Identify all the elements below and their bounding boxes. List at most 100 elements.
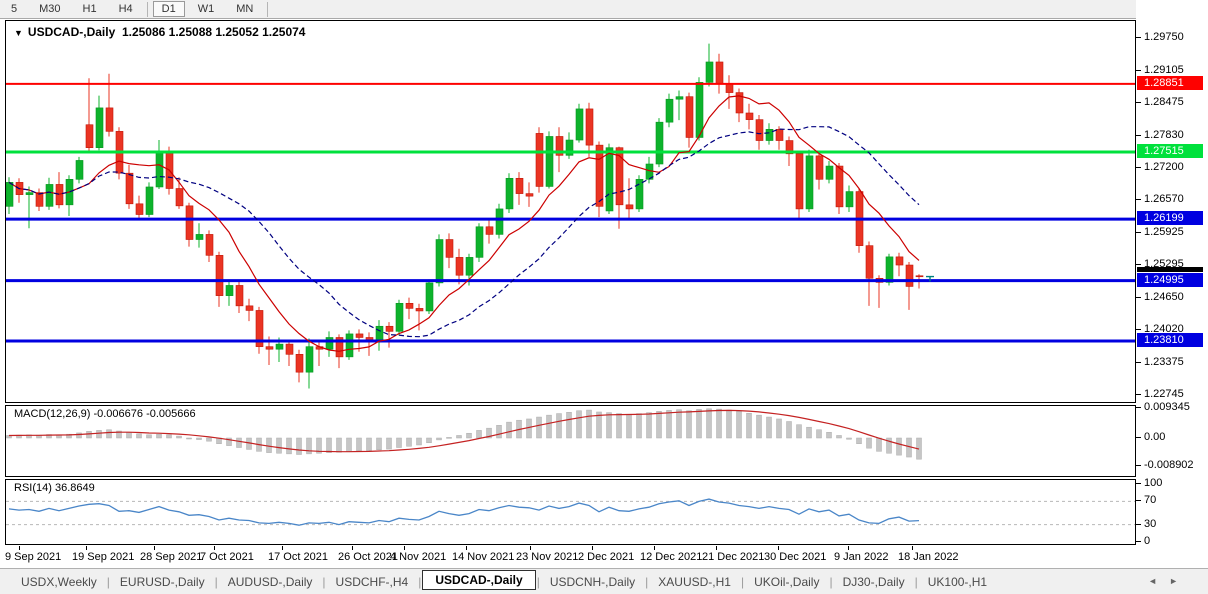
- macd-histogram-bar: [446, 437, 452, 439]
- tab-scroll-left-icon[interactable]: ◄: [1148, 576, 1170, 586]
- candle: [835, 162, 844, 215]
- tab-ukoil-daily[interactable]: UKOil-,Daily: [754, 574, 820, 589]
- macd-histogram-bar: [136, 433, 142, 439]
- macd-histogram-bar: [296, 437, 302, 455]
- macd-histogram-bar: [526, 418, 532, 439]
- candle: [65, 175, 74, 217]
- macd-histogram-bar: [656, 411, 662, 439]
- macd-histogram-bar: [466, 432, 472, 439]
- tab-eurusd-daily[interactable]: EURUSD-,Daily: [119, 574, 205, 589]
- candle: [775, 126, 784, 150]
- date-tick-mark: [654, 546, 655, 550]
- candle: [815, 152, 824, 190]
- macd-histogram-bar: [186, 437, 192, 440]
- timeframe-button-d1[interactable]: D1: [152, 1, 185, 17]
- rsi-chart[interactable]: [6, 480, 1135, 544]
- macd-histogram-bar: [686, 410, 692, 439]
- timeframe-button-w1[interactable]: W1: [197, 3, 215, 15]
- axis-tick-mark: [1136, 102, 1141, 104]
- current-bar-marker: [926, 275, 934, 282]
- price-tick-label: 1.27200: [1144, 161, 1184, 174]
- tab-scroll-arrows: ◄►: [1148, 576, 1190, 586]
- tab-dj30-daily[interactable]: DJ30-,Daily: [842, 574, 905, 589]
- toolbar-separator: [146, 1, 148, 17]
- tab-xauusd-h1[interactable]: XAUUSD-,H1: [658, 574, 731, 589]
- timeframe-button-h4[interactable]: H4: [118, 3, 133, 15]
- candle: [245, 298, 254, 322]
- tab-separator: |: [645, 574, 649, 589]
- macd-histogram-bar: [106, 429, 112, 439]
- macd-histogram-bar: [146, 434, 152, 439]
- macd-histogram-bar: [316, 437, 322, 454]
- candle: [25, 186, 34, 229]
- tab-usdchf-h4[interactable]: USDCHF-,H4: [335, 574, 409, 589]
- macd-label: MACD(12,26,9) -0.006676 -0.005666: [14, 408, 196, 420]
- candle: [315, 340, 324, 367]
- macd-histogram-bar: [626, 413, 632, 439]
- date-tick-label: 21 Dec 2021: [702, 551, 765, 563]
- candle: [455, 248, 464, 285]
- tab-uk100-h1[interactable]: UK100-,H1: [927, 574, 988, 589]
- axis-tick-mark: [1136, 437, 1141, 438]
- macd-chart[interactable]: [6, 406, 1135, 476]
- candle: [505, 173, 514, 213]
- candle: [705, 43, 714, 87]
- macd-histogram-bar: [846, 437, 852, 440]
- chart-dropdown-icon: ▼: [14, 28, 23, 38]
- macd-histogram-bar: [376, 437, 382, 450]
- candlestick-chart[interactable]: [6, 21, 1135, 402]
- macd-histogram-bar: [426, 437, 432, 444]
- timeframe-button-h1[interactable]: H1: [82, 3, 97, 15]
- macd-histogram-bar: [716, 408, 722, 439]
- tab-separator: |: [214, 574, 218, 589]
- candle: [635, 175, 644, 212]
- chart-symbol-label: USDCAD-,Daily: [27, 25, 116, 39]
- candle: [95, 95, 104, 151]
- macd-tick-label: 0.009345: [1144, 401, 1190, 414]
- rsi-tick-label: 0: [1144, 535, 1151, 547]
- date-tick-label: 23 Nov 2021: [516, 551, 579, 563]
- tab-separator: |: [914, 574, 918, 589]
- macd-histogram-bar: [566, 412, 572, 439]
- tab-separator: |: [322, 574, 326, 589]
- tab-scroll-right-icon[interactable]: ►: [1169, 576, 1190, 586]
- macd-histogram-bar: [586, 409, 592, 439]
- macd-histogram-bar: [346, 437, 352, 452]
- tab-usdcnh-daily[interactable]: USDCNH-,Daily: [549, 574, 636, 589]
- axis-tick-mark: [1136, 167, 1141, 169]
- price-axis[interactable]: 1.29750 1.29105 1.28475 1.27830 1.27200 1.265…: [1136, 0, 1208, 568]
- timeframe-button-mn[interactable]: MN: [236, 3, 254, 15]
- date-tick-label: 7 Oct 2021: [200, 551, 254, 563]
- macd-histogram-bar: [286, 437, 292, 455]
- timeframe-button-m30[interactable]: M30: [39, 3, 61, 15]
- date-tick-label: 30 Dec 2021: [764, 551, 827, 563]
- tab-audusd-daily[interactable]: AUDUSD-,Daily: [227, 574, 313, 589]
- macd-histogram-bar: [396, 437, 402, 448]
- candle: [375, 320, 384, 351]
- price-chart-panel[interactable]: ▼ USDCAD-,Daily 1.25086 1.25088 1.25052 1…: [5, 20, 1136, 403]
- macd-histogram-bar: [406, 437, 412, 447]
- macd-histogram-bar: [386, 437, 392, 450]
- tab-usdx-weekly[interactable]: USDX,Weekly: [21, 574, 97, 589]
- candle: [135, 195, 144, 221]
- macd-histogram-bar: [166, 434, 172, 439]
- candle: [665, 93, 674, 128]
- macd-indicator-panel[interactable]: MACD(12,26,9) -0.006676 -0.005666: [5, 405, 1136, 477]
- date-tick-mark: [352, 546, 353, 550]
- candle: [725, 75, 734, 109]
- tab-separator: |: [536, 574, 540, 589]
- date-axis[interactable]: 9 Sep 2021 19 Sep 2021 28 Sep 2021 7 Oct 20…: [0, 546, 1208, 568]
- rsi-line: [8, 498, 920, 526]
- symbol-tab-bar: USDX,Weekly | EURUSD-,Daily | AUDUSD-,Daily |…: [0, 568, 1208, 594]
- price-tick-label: 1.29105: [1144, 63, 1184, 76]
- date-tick-label: 12 Dec 2021: [640, 551, 703, 563]
- tab-usdcad-daily[interactable]: USDCAD-,Daily: [422, 570, 536, 590]
- axis-tick-mark: [1136, 297, 1141, 299]
- ma-fast-line: [8, 95, 920, 352]
- timeframe-button-5[interactable]: 5: [11, 3, 18, 15]
- candle: [735, 88, 744, 123]
- rsi-indicator-panel[interactable]: RSI(14) 36.8649: [5, 479, 1136, 545]
- macd-histogram-bar: [326, 437, 332, 453]
- price-level-badge: 1.28851: [1137, 75, 1203, 90]
- macd-histogram-bar: [536, 416, 542, 439]
